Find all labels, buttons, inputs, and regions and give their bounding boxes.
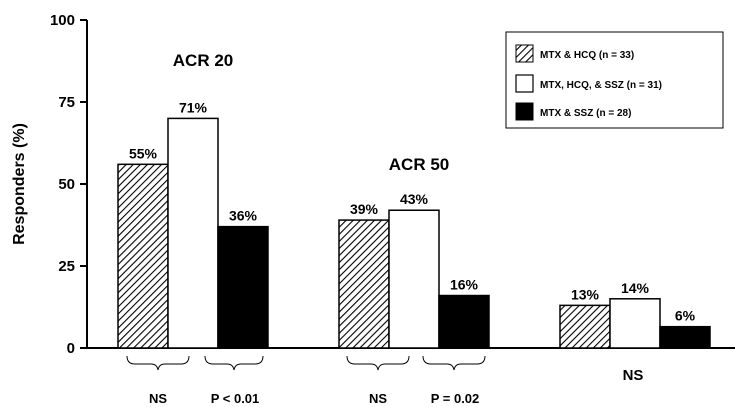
y-tick-label: 0 [67,340,75,357]
brace-acr50-p [422,355,486,371]
y-tick-label: 100 [50,12,75,29]
legend-swatch-mtx-hcq [515,44,534,63]
legend: MTX & HCQ (n = 33) MTX, HCQ, & SSZ (n = … [505,31,724,129]
bar-label-series1-cat0: 71% [179,99,208,115]
bar-series0-cat2 [559,304,611,349]
bar-label-series1-cat1: 43% [400,191,429,207]
y-tick-label: 25 [58,258,75,275]
stat-acr50-ns: NS [369,391,387,406]
legend-swatch-mtx-hcq-ssz [515,74,534,93]
bar-label-series2-cat0: 36% [229,208,258,224]
bar-label-series2-cat2: 6% [675,308,696,324]
legend-label-mtx-hcq-ssz: MTX, HCQ, & SSZ (n = 31) [540,80,662,91]
legend-box [505,31,724,129]
y-tick-label: 50 [58,176,75,193]
legend-label-mtx-hcq: MTX & HCQ (n = 33) [540,50,634,61]
brace-acr20-p [204,355,264,371]
group-title-acr20: ACR 20 [173,51,233,70]
bars [117,117,711,349]
bar-series2-cat2 [659,325,711,349]
bar-label-series0-cat1: 39% [350,201,379,217]
legend-swatch-mtx-ssz [515,102,534,121]
bar-label-series0-cat0: 55% [129,145,158,161]
brace-acr50-ns [346,355,410,371]
stat-acr50-p: P = 0.02 [431,391,480,406]
bar-series1-cat1 [388,209,440,349]
legend-label-mtx-ssz: MTX & SSZ (n = 28) [540,108,631,119]
group-title-acr50: ACR 50 [389,155,449,174]
bar-series2-cat0 [217,225,269,349]
bar-series1-cat2 [609,298,661,349]
bar-series1-cat0 [167,117,219,349]
bar-series0-cat0 [117,163,169,349]
bar-label-series1-cat2: 14% [621,280,650,296]
bar-labels: 55% 39% 13% 71% 43% 14% 36% 16% 6% [129,99,696,323]
comparison-braces [126,355,486,371]
y-axis-label: Responders (%) [11,123,28,245]
brace-acr20-ns [126,355,190,371]
bar-label-series2-cat1: 16% [450,277,479,293]
stat-acr20-ns: NS [149,391,167,406]
stat-acr20-p: P < 0.01 [211,391,260,406]
y-ticks: 0 25 50 75 100 [50,12,87,357]
y-tick-label: 75 [58,94,75,111]
bar-label-series0-cat2: 13% [571,286,600,302]
bar-series0-cat1 [338,219,390,349]
bar-series2-cat1 [438,294,490,349]
stat-group3-ns: NS [623,367,644,384]
